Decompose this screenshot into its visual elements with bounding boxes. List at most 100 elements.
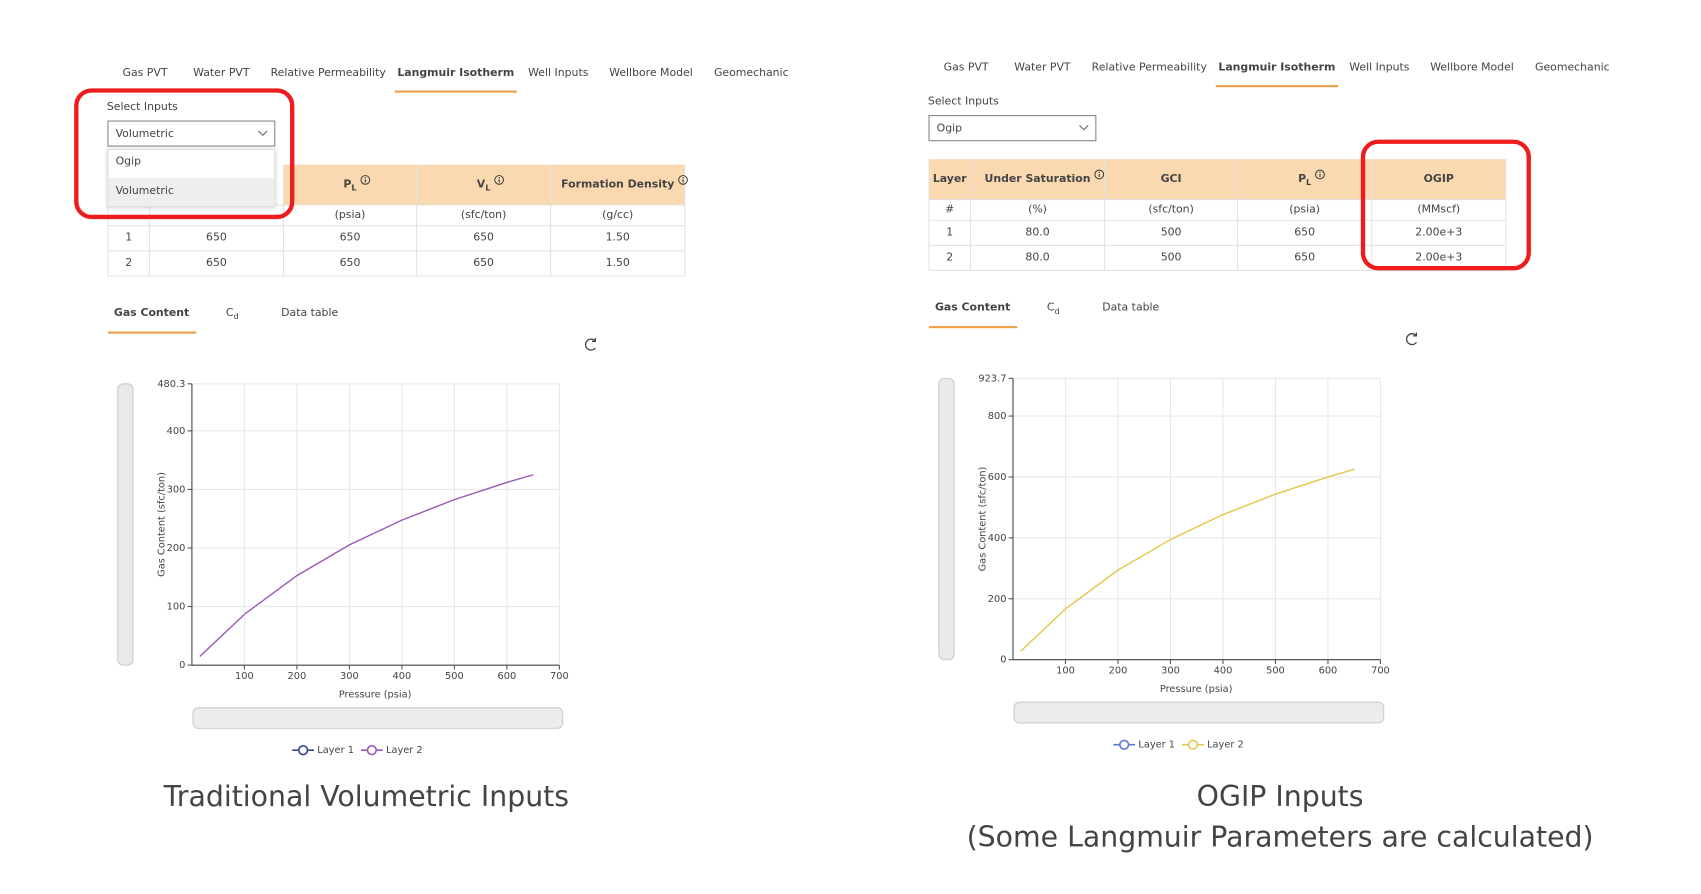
tab[interactable]: Relative Permeability [1092,61,1208,74]
zoom-slider-vertical[interactable] [117,383,134,666]
y-tick-label: 300 [167,484,186,495]
table-cell: 650 [206,256,227,269]
x-tick-label: 400 [393,671,412,682]
dropdown-option[interactable]: Volumetric [116,184,174,197]
table-header-sub: L [351,182,356,192]
series-line [199,474,534,658]
y-tick-label: 923.7 [978,373,1006,384]
table-header-sub: L [1306,177,1311,187]
legend-label[interactable]: Layer 1 [1138,740,1175,751]
tab[interactable]: Langmuir Isotherm [1218,61,1335,74]
subtab-sub: d [233,311,238,321]
select-box[interactable] [107,120,276,147]
tab[interactable]: Gas PVT [123,66,168,79]
legend-label[interactable]: Layer 2 [386,745,423,756]
tab[interactable]: Water PVT [193,66,250,79]
subtab[interactable]: Cd [226,306,239,321]
table-header: PL [1298,172,1311,187]
zoom-slider-vertical[interactable] [938,377,955,661]
refresh-icon[interactable] [584,338,597,351]
table-header-bg [929,159,1506,200]
table-cell: 2 [125,256,132,269]
table-cell: 650 [473,256,494,269]
caption: (Some Langmuir Parameters are calculated… [967,821,1594,854]
table-header-main: GCI [1161,172,1182,185]
zoom-slider-horizontal[interactable] [1013,701,1385,724]
dropdown-option-bg [107,177,275,207]
caption: Traditional Volumetric Inputs [163,780,569,813]
info-icon [682,177,684,179]
x-tick-label: 500 [1266,666,1285,677]
select-value: Ogip [937,122,963,135]
table-header: OGIP [1424,172,1454,185]
table-cell: 500 [1161,225,1182,238]
y-tick-label: 400 [988,533,1007,544]
subtab[interactable]: Data table [281,306,338,319]
subtab-main: C [1047,300,1055,313]
y-tick-label: 600 [988,472,1007,483]
highlights [74,88,1531,271]
y-tick-label: 800 [988,411,1007,422]
legend-marker [1187,739,1199,750]
x-tick-label: 500 [445,671,464,682]
dropdown-option[interactable]: Ogip [116,154,142,167]
table-cell: 650 [340,231,361,244]
info-icon [498,177,500,179]
x-tick-label: 200 [1109,666,1128,677]
tab[interactable]: Langmuir Isotherm [397,66,514,79]
subtab-sub: d [1055,305,1060,315]
series-line [1020,468,1355,652]
table-header-bg [283,164,685,205]
table-cell: 650 [473,231,494,244]
x-axis-label: Pressure (psia) [1160,684,1233,695]
info-icon [1315,169,1325,180]
info-icon [1319,171,1321,173]
legend-label[interactable]: Layer 1 [317,745,354,756]
subtab-underline [929,326,1018,329]
select-box[interactable] [928,115,1097,142]
tab[interactable]: Wellbore Model [1430,61,1514,74]
table-header-main: OGIP [1424,172,1454,185]
x-tick-label: 300 [340,671,359,682]
table-header: PL [343,177,356,192]
table-header: Layer [933,172,967,185]
tab[interactable]: Wellbore Model [609,66,693,79]
tab[interactable]: Gas PVT [944,61,989,74]
table-unit: (psia) [1289,202,1320,215]
refresh-icon[interactable] [1405,332,1418,346]
subtab-main: Data table [1102,300,1159,313]
table-header: VL [477,177,491,192]
select-label: Select Inputs [928,94,999,107]
y-axis-label: Gas Content (sfc/ton) [156,472,167,577]
info-icon [494,175,504,185]
subtab[interactable]: Cd [1047,300,1060,315]
tab[interactable]: Water PVT [1014,61,1071,74]
tab[interactable]: Well Inputs [528,66,589,79]
select-chevron [1079,125,1089,131]
tab[interactable]: Relative Permeability [271,66,387,79]
info-icon [1094,169,1105,180]
table-cell: 1 [125,231,132,244]
legend-label[interactable]: Layer 2 [1207,740,1244,751]
tab[interactable]: Geomechanic [1535,61,1610,74]
table-unit: # [945,202,954,215]
tab[interactable]: Geomechanic [714,66,789,79]
subtab[interactable]: Gas Content [935,300,1010,313]
table-cell: 1 [946,225,953,238]
table-header: GCI [1161,172,1182,185]
zoom-slider-horizontal[interactable] [192,707,564,729]
y-tick-label: 480.3 [157,379,185,390]
table-unit: (g/cc) [602,208,633,221]
subtab[interactable]: Gas Content [114,306,189,319]
canvas: Gas PVT Water PVT Relative Permeability Lan… [107,61,1610,854]
table-cell: 650 [206,231,227,244]
y-tick-label: 0 [1000,655,1006,666]
highlight-box [1360,139,1531,271]
subtab[interactable]: Data table [1102,300,1159,313]
x-tick-label: 300 [1161,666,1180,677]
highlight-box [74,88,295,220]
tab[interactable]: Well Inputs [1349,61,1410,74]
x-tick-label: 200 [288,671,307,682]
